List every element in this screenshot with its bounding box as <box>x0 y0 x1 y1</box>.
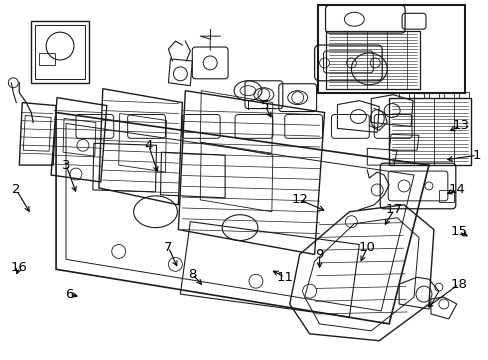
Bar <box>398 92 408 98</box>
Bar <box>458 92 468 98</box>
Text: 2: 2 <box>12 184 20 197</box>
Bar <box>325 31 419 89</box>
Text: 4: 4 <box>144 139 152 152</box>
Text: 6: 6 <box>65 288 73 301</box>
Bar <box>413 92 423 98</box>
Text: 12: 12 <box>290 193 307 206</box>
Text: 13: 13 <box>451 119 468 132</box>
Text: 18: 18 <box>449 278 466 291</box>
Text: 11: 11 <box>276 271 293 284</box>
Text: 16: 16 <box>11 261 28 274</box>
Bar <box>443 92 453 98</box>
Text: 17: 17 <box>385 203 402 216</box>
Text: 15: 15 <box>449 225 467 238</box>
Text: 14: 14 <box>447 184 464 197</box>
Text: 8: 8 <box>188 268 196 281</box>
Text: 7: 7 <box>164 241 172 254</box>
Text: 9: 9 <box>315 248 323 261</box>
Bar <box>428 92 438 98</box>
Text: 3: 3 <box>61 159 70 172</box>
Text: 10: 10 <box>358 241 375 254</box>
Text: 5: 5 <box>260 99 268 112</box>
Bar <box>388 98 470 165</box>
Text: 1: 1 <box>471 149 480 162</box>
Bar <box>317 5 464 93</box>
